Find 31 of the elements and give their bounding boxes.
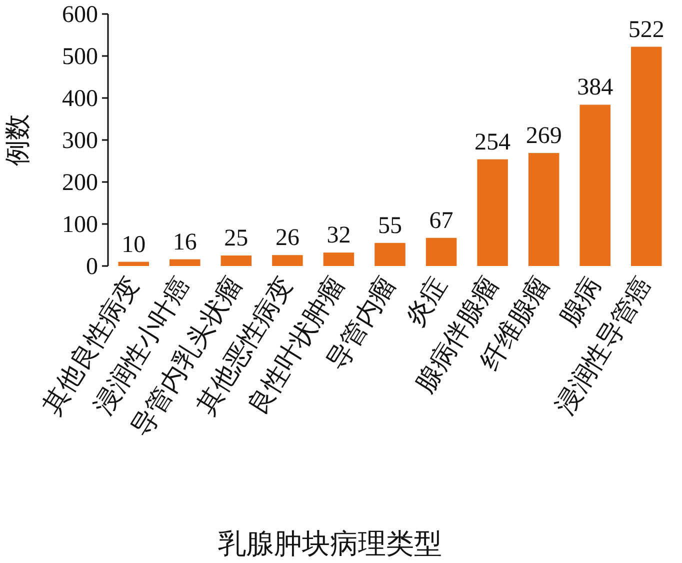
bar	[580, 104, 610, 266]
y-tick-label: 600	[62, 2, 98, 28]
bar	[220, 256, 252, 266]
data-label: 32	[326, 222, 351, 249]
bar	[426, 238, 457, 266]
x-axis-title: 乳腺肿块病理类型	[218, 529, 442, 560]
data-label: 67	[429, 208, 454, 234]
y-tick-label: 500	[62, 44, 98, 70]
data-label: 522	[628, 16, 664, 43]
bar	[528, 153, 560, 266]
data-label: 254	[474, 129, 511, 156]
bar	[118, 262, 150, 266]
data-label: 26	[275, 225, 300, 252]
data-label: 384	[577, 74, 614, 101]
data-label: 269	[526, 123, 562, 150]
data-label: 16	[172, 229, 197, 256]
y-tick-label: 300	[62, 128, 98, 154]
data-label: 25	[224, 226, 248, 252]
bar	[323, 252, 354, 266]
y-tick-label: 200	[62, 170, 98, 196]
bar	[630, 46, 662, 266]
bar	[170, 259, 200, 266]
data-label: 55	[378, 212, 402, 239]
bar	[477, 159, 508, 266]
y-tick-label: 400	[62, 86, 98, 112]
y-axis-title: 例数	[3, 114, 32, 166]
bar	[374, 242, 406, 266]
bar	[272, 255, 303, 266]
y-tick-label: 0	[86, 254, 98, 280]
data-label: 10	[122, 232, 146, 258]
y-tick-label: 100	[62, 212, 98, 238]
